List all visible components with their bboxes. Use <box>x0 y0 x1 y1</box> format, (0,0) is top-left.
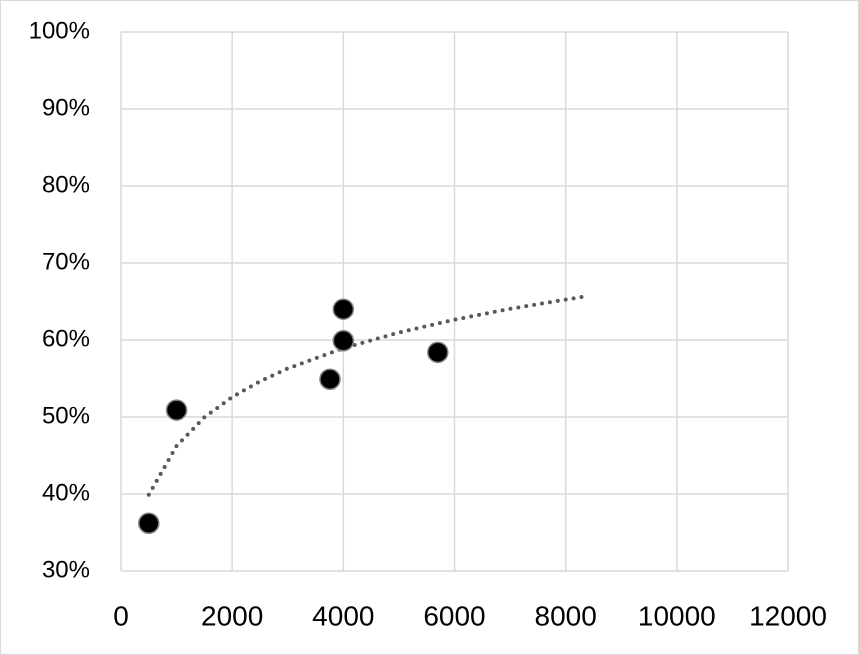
y-tick-label: 60% <box>42 325 90 352</box>
x-tick-label: 12000 <box>749 600 827 631</box>
point <box>332 330 355 352</box>
y-tick-label: 30% <box>42 556 90 583</box>
x-tick-label: 4000 <box>312 600 374 631</box>
y-tick-label: 70% <box>42 248 90 275</box>
point <box>165 399 188 421</box>
x-tick-label: 6000 <box>423 600 485 631</box>
y-tick-label: 80% <box>42 171 90 198</box>
x-tick-label: 10000 <box>638 600 716 631</box>
point <box>138 512 160 535</box>
y-tick-label: 40% <box>42 479 90 506</box>
trendline <box>146 293 590 497</box>
y-tick-label: 100% <box>29 17 90 44</box>
y-tick-label: 90% <box>42 94 90 121</box>
x-tick-label: 2000 <box>201 600 263 631</box>
x-tick-label: 8000 <box>535 600 597 631</box>
y-tick-label: 50% <box>42 402 90 429</box>
x-tick-label: 0 <box>113 600 129 631</box>
point <box>427 341 449 364</box>
point <box>319 368 341 391</box>
point <box>332 298 355 320</box>
